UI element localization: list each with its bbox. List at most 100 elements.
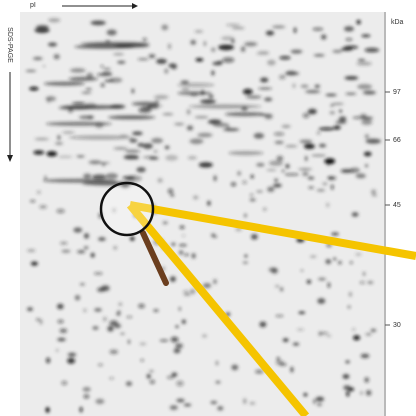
gel-spot [355, 254, 361, 256]
gel-spot [273, 184, 282, 188]
gel-spot [182, 320, 186, 324]
gel-spot [274, 132, 285, 136]
gel-spot [47, 98, 50, 103]
gel-spot [212, 62, 222, 66]
gel-spot [174, 348, 181, 353]
gel-spot [163, 222, 168, 225]
gel-spot [276, 360, 284, 365]
x-axis-label: pI [30, 2, 36, 9]
gel-spot [57, 320, 63, 324]
gel-spot [312, 28, 323, 31]
gel-spot [326, 259, 332, 264]
gel-spot [267, 187, 274, 192]
gel-spot [168, 63, 176, 67]
gel-spot [164, 68, 168, 73]
magnifier-lens [101, 183, 153, 235]
gel-spot [365, 164, 368, 167]
gel-spot [243, 398, 246, 404]
gel-spot [174, 123, 184, 125]
gel-spot [258, 88, 272, 90]
gel-spot [280, 287, 283, 291]
gel-spot [279, 75, 286, 80]
gel-spot [364, 152, 372, 157]
gel-spot [118, 310, 121, 316]
gel-spot [311, 155, 325, 157]
gel-spot [267, 60, 276, 66]
gel-spot [371, 329, 377, 332]
gel-spot [58, 156, 72, 158]
gel-spot [264, 97, 272, 101]
gel-spot [27, 249, 35, 252]
gel-spot [298, 312, 305, 314]
gel-spot [317, 189, 325, 191]
gel-spot [317, 132, 320, 134]
gel-spot [94, 308, 102, 312]
gel-spot [67, 358, 75, 364]
gel-spot [171, 337, 179, 343]
gel-spot [330, 111, 335, 114]
gel-spot [307, 280, 311, 284]
gel-spot [165, 155, 178, 161]
gel-spot [339, 110, 341, 113]
gel-spot [154, 95, 169, 99]
gel-streak [69, 77, 99, 81]
gel-spot [345, 38, 352, 41]
gel-spot [361, 354, 370, 358]
gel-spot [257, 53, 259, 55]
gel-spot [203, 283, 211, 288]
gel-spot [165, 146, 169, 149]
gel-spot [231, 365, 238, 371]
gel-spot [68, 353, 76, 357]
gel-spot [361, 119, 372, 125]
gel-spot [277, 156, 284, 161]
gel-spot [308, 187, 313, 189]
gel-spot [366, 139, 381, 144]
gel-spot [211, 233, 215, 237]
gel-spot [48, 18, 60, 22]
gel-spot [211, 48, 215, 53]
gel-spot [151, 138, 163, 143]
gel-spot [176, 399, 184, 402]
gel-spot [357, 62, 372, 66]
gel-spot [260, 78, 268, 83]
gel-spot [286, 71, 297, 75]
gel-spot [167, 376, 175, 379]
gel-spot [161, 25, 168, 31]
gel-streak [228, 151, 263, 155]
gel-spot [149, 370, 153, 372]
gel-spot [363, 91, 376, 95]
gel-spot [109, 377, 114, 379]
gel-spot [187, 109, 191, 115]
gel-spot [216, 381, 221, 384]
gel-spot [179, 250, 183, 254]
gel-spot [348, 306, 350, 309]
gel-spot [333, 126, 340, 130]
gel-spot [285, 164, 289, 169]
gel-spot [84, 246, 89, 249]
gel-streak [189, 105, 262, 109]
gel-spot [324, 158, 334, 164]
gel-spot [308, 109, 317, 115]
gel-spot [27, 307, 33, 311]
gel-spot [47, 151, 58, 156]
gel-spot [266, 31, 274, 36]
gel-spot [310, 256, 317, 258]
gel-spot [193, 196, 198, 200]
gel-spot [251, 234, 258, 240]
gel-spot [107, 30, 117, 36]
gel-spot [56, 209, 64, 213]
gel-spot [250, 199, 256, 202]
gel-spot [80, 407, 83, 413]
gel-spot [105, 80, 115, 82]
mw-unit: kDa [391, 19, 404, 26]
gel-spot [110, 350, 119, 355]
gel-spot [35, 138, 49, 141]
gel-spot [83, 394, 89, 398]
gel-spot [113, 147, 128, 149]
gel-spot [77, 156, 85, 158]
gel-spot [231, 182, 236, 186]
gel-spot [143, 143, 153, 149]
gel-spot [305, 90, 320, 93]
gel-spot [96, 399, 105, 404]
gel-spot [242, 181, 247, 184]
